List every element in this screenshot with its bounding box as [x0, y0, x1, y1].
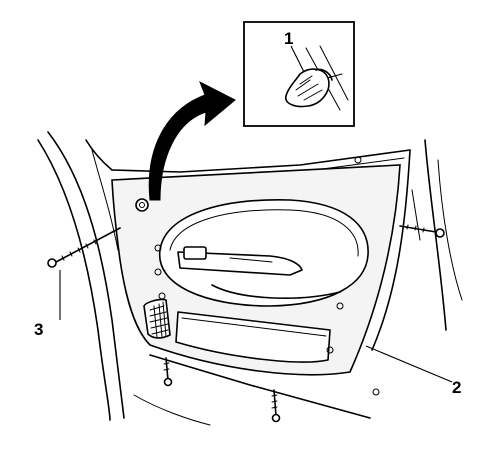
callout-3: 3	[34, 320, 43, 339]
screw-right	[399, 224, 445, 238]
screw-bottom-center	[271, 389, 281, 423]
door-trim-panel	[111, 156, 401, 396]
detail-arrow	[148, 80, 236, 201]
leader-2	[365, 345, 453, 383]
leader-1	[290, 45, 305, 73]
screw-bottom-left	[163, 357, 173, 387]
upper-clip	[135, 198, 149, 212]
detail-box	[243, 21, 355, 127]
callout-1: 1	[284, 29, 293, 48]
speaker-grille	[143, 298, 171, 339]
clip-markers	[154, 156, 380, 396]
screw-left	[47, 227, 121, 268]
callout-2: 2	[452, 378, 461, 397]
